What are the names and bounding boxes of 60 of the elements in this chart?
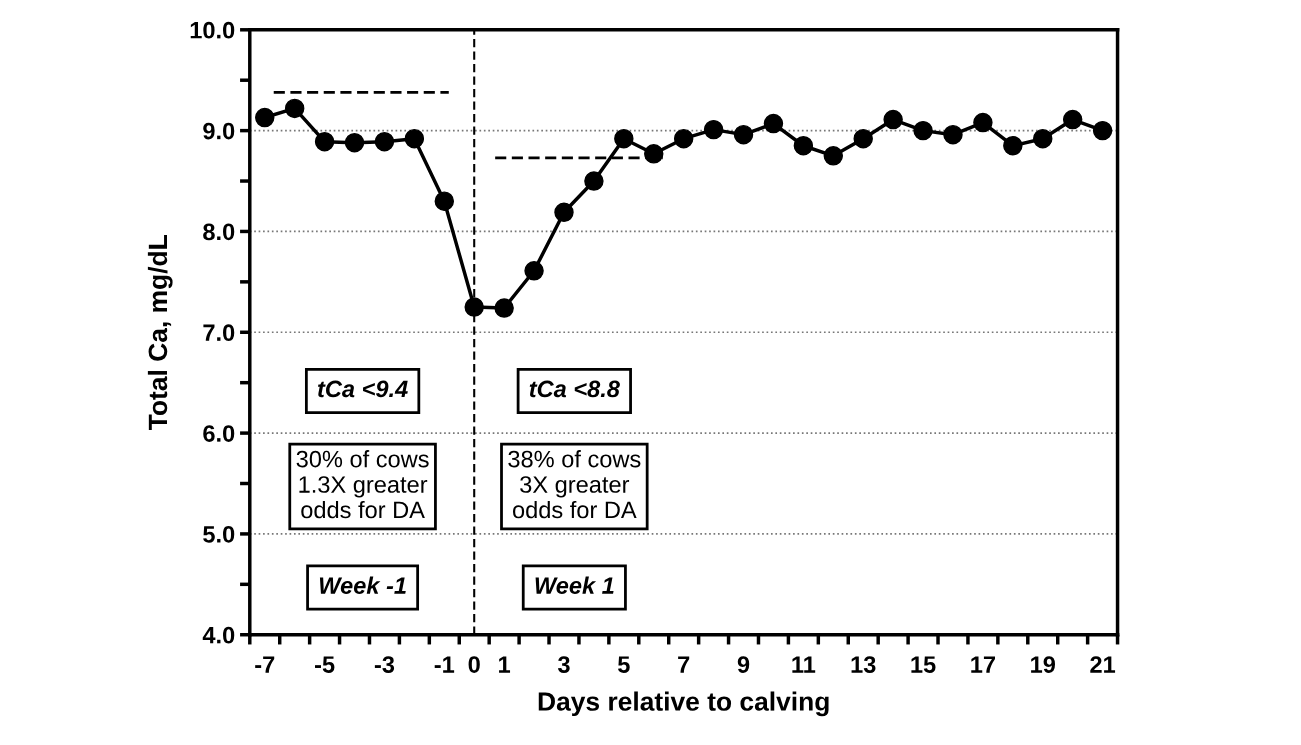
x-tick-label: 0 — [468, 656, 480, 673]
x-tick-label: 1 — [499, 656, 511, 673]
y-tick-label: 7.0 — [203, 324, 235, 342]
x-tick-label: 7 — [678, 656, 690, 673]
point — [614, 128, 634, 149]
y-tick-label: 9.0 — [203, 122, 235, 140]
x-tick-label: -5 — [315, 656, 335, 673]
x-tick-label: -7 — [255, 656, 275, 673]
annotation: Week -1 — [319, 576, 406, 594]
x-tick-label: 15 — [911, 656, 936, 673]
x-tick-label: -1 — [434, 656, 455, 673]
point — [853, 128, 873, 149]
y-axis-title: Total Ca, mg/dL — [147, 235, 173, 430]
x-tick-label: 19 — [1031, 656, 1056, 673]
annotation: tCa <9.4 — [317, 380, 408, 398]
point — [314, 131, 335, 152]
point — [943, 124, 963, 145]
x-axis-title: Days relative to calving — [538, 691, 829, 717]
point — [584, 171, 604, 191]
x-tick-label: 21 — [1090, 656, 1116, 673]
point — [763, 113, 784, 134]
point — [284, 98, 305, 119]
point — [883, 109, 903, 130]
point — [255, 107, 275, 128]
point — [973, 112, 993, 133]
annotation: 30% of cows 1.3X greater odds for DA — [296, 450, 429, 519]
y-tick-label: 4.0 — [202, 626, 235, 644]
point — [1033, 128, 1053, 149]
point — [703, 119, 724, 140]
x-tick-label: 11 — [792, 656, 816, 673]
y-tick-label: 5.0 — [203, 525, 235, 543]
point — [464, 297, 484, 317]
x-tick-label: 5 — [617, 656, 630, 673]
annotation: 38% of cows 3X greater odds for DA — [508, 450, 641, 519]
point — [554, 202, 574, 223]
point — [1062, 109, 1083, 130]
point — [1003, 136, 1023, 156]
point — [1092, 120, 1113, 141]
point — [733, 124, 754, 145]
x-tick-label: 9 — [737, 656, 750, 673]
point — [793, 136, 814, 156]
x-tick-label: 13 — [851, 656, 876, 673]
point — [524, 261, 544, 281]
x-tick-label: 3 — [557, 656, 570, 673]
point — [344, 132, 365, 153]
point — [434, 191, 455, 211]
x-tick-label: -3 — [374, 656, 395, 673]
y-tick-label: 10.0 — [190, 21, 235, 39]
point — [494, 298, 514, 318]
x-tick-label: 17 — [971, 656, 995, 673]
y-tick-label: 6.0 — [203, 425, 235, 442]
y-tick-label: 8.0 — [203, 223, 235, 241]
point — [823, 146, 844, 166]
point — [404, 128, 425, 149]
point — [374, 131, 395, 152]
annotation: Week 1 — [535, 576, 614, 594]
annotation: tCa <8.8 — [529, 380, 620, 398]
point — [644, 144, 664, 164]
point — [673, 128, 694, 149]
point — [913, 120, 933, 141]
